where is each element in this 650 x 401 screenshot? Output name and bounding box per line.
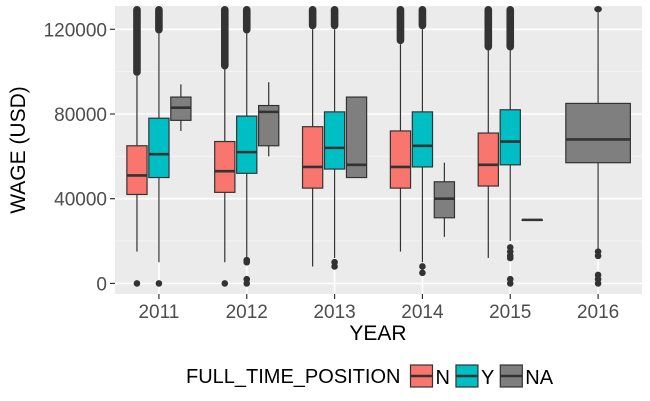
- outlier-point: [243, 258, 251, 266]
- box-body: [477, 132, 499, 187]
- outlier-point: [594, 252, 602, 260]
- legend-label: N: [436, 367, 450, 389]
- box-Y-2012: [236, 6, 258, 287]
- plot-panel: [115, 6, 642, 294]
- box-Y-2011: [148, 6, 170, 287]
- outlier-point: [506, 254, 514, 262]
- legend-item-N: N: [409, 364, 450, 389]
- x-tick-label: 2014: [401, 302, 444, 323]
- box-body: [499, 109, 521, 166]
- outlier-band: [330, 6, 339, 30]
- outlier-point: [419, 263, 426, 270]
- outlier-band: [133, 6, 141, 76]
- outlier-band: [220, 6, 229, 70]
- x-axis-title: YEAR: [349, 322, 406, 345]
- x-tick-label: 2011: [138, 302, 179, 323]
- outlier-band: [484, 6, 493, 51]
- legend-label: NA: [525, 367, 553, 389]
- legend-item-NA: NA: [499, 364, 554, 389]
- box-body: [148, 117, 170, 179]
- box-body: [389, 130, 412, 189]
- box-N-2012: [214, 6, 236, 287]
- y-tick-label: 0: [96, 274, 107, 295]
- y-tick-label: 40000: [54, 190, 107, 211]
- box-N-2015: [477, 6, 499, 258]
- box-body: [565, 102, 631, 164]
- x-tick-label: 2012: [226, 302, 268, 323]
- box-body: [236, 115, 258, 174]
- box-body: [345, 96, 368, 179]
- box-NA-2015: [521, 218, 543, 222]
- outlier-band: [308, 6, 317, 30]
- box-Y-2015: [499, 6, 521, 287]
- box-N-2011: [126, 6, 148, 287]
- x-axis: 2011 2012 2013 2014 2015 2016: [138, 294, 619, 323]
- y-tick-label: 120000: [44, 20, 107, 41]
- box-Y-2014: [411, 6, 434, 277]
- y-tick-label: 80000: [54, 105, 107, 126]
- box-body: [258, 104, 280, 147]
- legend-title: FULL_TIME_POSITION: [186, 366, 401, 388]
- legend-item-Y: Y: [455, 364, 494, 389]
- x-tick-label: 2013: [313, 302, 355, 323]
- minor-gridlines: [115, 71, 642, 242]
- box-body: [323, 111, 346, 170]
- outlier-point: [133, 280, 141, 287]
- box-body: [126, 145, 148, 196]
- outlier-band: [396, 6, 405, 45]
- box-Y-2013: [323, 6, 346, 270]
- legend-label: Y: [481, 367, 494, 389]
- outlier-point: [594, 280, 602, 287]
- outlier-point: [419, 269, 426, 277]
- outlier-point: [243, 280, 251, 287]
- box-NA-2012: [258, 82, 280, 157]
- box-N-2013: [301, 6, 324, 267]
- outlier-band: [594, 6, 602, 13]
- box-NA-2014: [433, 162, 456, 237]
- box-NA-2011: [170, 84, 192, 131]
- box-layer: [126, 6, 631, 287]
- outlier-band: [155, 6, 163, 34]
- y-axis: 0 40000 80000 120000: [44, 20, 115, 295]
- outlier-band: [242, 6, 251, 34]
- outlier-point: [155, 280, 163, 287]
- box-NA-2013: [345, 96, 368, 179]
- outlier-band: [418, 6, 427, 30]
- x-tick-label: 2016: [577, 302, 619, 323]
- outlier-band: [506, 6, 515, 51]
- legend: FULL_TIME_POSITION N Y NA: [186, 364, 554, 389]
- outlier-point: [221, 280, 229, 287]
- outlier-point: [506, 280, 514, 287]
- box-body: [214, 140, 236, 193]
- y-axis-title: WAGE (USD): [7, 86, 30, 214]
- box-N-2014: [389, 6, 412, 252]
- outlier-point: [331, 263, 338, 270]
- x-tick-label: 2015: [489, 302, 531, 323]
- box-body: [411, 111, 434, 168]
- legend-items: N Y NA: [409, 364, 554, 389]
- box-NA-2016: [565, 6, 631, 287]
- box-body: [301, 126, 324, 189]
